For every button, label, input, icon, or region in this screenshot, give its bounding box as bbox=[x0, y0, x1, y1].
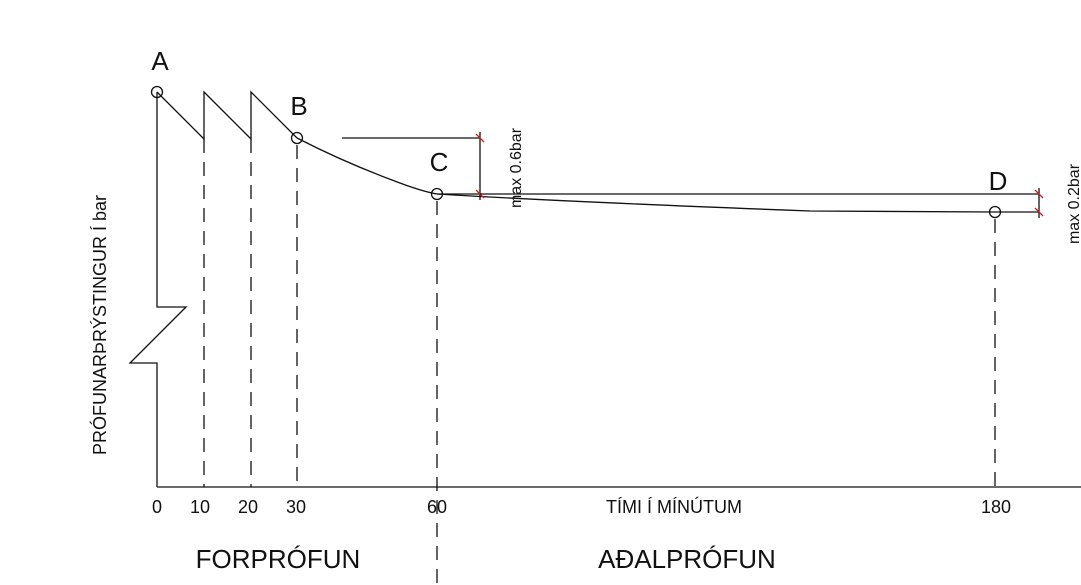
x-axis-title: TÍMI Í MÍNÚTUM bbox=[606, 496, 742, 517]
x-tick-10: 10 bbox=[190, 497, 210, 517]
dimension-c-ref-tick bbox=[1034, 189, 1044, 199]
y-axis-with-break bbox=[128, 92, 188, 487]
x-tick-20: 20 bbox=[238, 497, 258, 517]
dimension-d-tick bbox=[1034, 207, 1044, 217]
pressure-curve-b-to-c bbox=[296, 137, 438, 195]
x-tick-30: 30 bbox=[286, 497, 306, 517]
dimension-b-tick bbox=[475, 133, 485, 143]
point-c-label: C bbox=[430, 147, 449, 177]
x-tick-180: 180 bbox=[981, 497, 1011, 517]
pressure-curve-c-to-d bbox=[436, 193, 996, 213]
x-tick-60: 60 bbox=[427, 497, 447, 517]
point-d-label: D bbox=[989, 166, 1008, 196]
point-a-label: A bbox=[151, 46, 169, 76]
phase-label-pre-test: FORPRÓFUN bbox=[196, 544, 361, 574]
point-a-marker bbox=[150, 85, 164, 99]
point-b-marker bbox=[290, 131, 304, 145]
dimension-label-c-to-d: max 0.2bar bbox=[1066, 163, 1081, 244]
y-axis-title: PRÓFUNARÞRÝSTINGUR Í bar bbox=[89, 195, 110, 455]
pressure-curve-prephase bbox=[156, 90, 298, 141]
x-tick-0: 0 bbox=[152, 497, 162, 517]
point-b-label: B bbox=[290, 91, 307, 121]
phase-label-main-test: AÐALPRÓFUN bbox=[598, 544, 776, 574]
dimension-label-b-to-c: max 0.6bar bbox=[508, 127, 525, 208]
